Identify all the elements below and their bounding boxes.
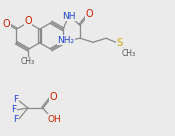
Text: S: S — [116, 38, 122, 48]
Text: NH: NH — [62, 12, 76, 21]
Text: O: O — [85, 9, 93, 19]
Text: O: O — [24, 16, 32, 27]
Text: O: O — [3, 18, 10, 29]
Text: OH: OH — [47, 115, 61, 123]
Text: O: O — [49, 92, 57, 102]
Text: CH₃: CH₃ — [21, 58, 35, 67]
Text: NH₂: NH₂ — [58, 36, 75, 45]
Text: CH₃: CH₃ — [122, 49, 136, 58]
Text: F: F — [11, 106, 17, 115]
Text: F: F — [13, 115, 19, 124]
Text: F: F — [13, 95, 19, 104]
